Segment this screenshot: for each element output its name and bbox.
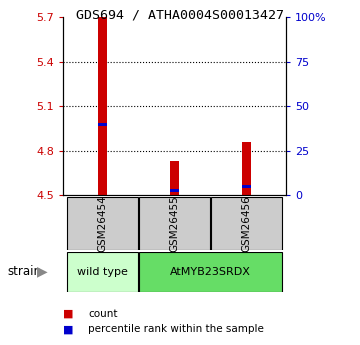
Text: ▶: ▶ [37,265,48,279]
Text: ■: ■ [63,309,73,319]
Bar [242,142,251,195]
Text: ■: ■ [63,325,73,334]
Bar [139,197,210,250]
Bar [67,252,138,292]
Text: percentile rank within the sample: percentile rank within the sample [88,325,264,334]
Text: strain: strain [8,265,42,278]
Text: GDS694 / ATHA0004S00013427: GDS694 / ATHA0004S00013427 [76,9,284,22]
Bar [98,17,107,195]
Bar [98,123,107,126]
Bar [242,186,251,188]
Text: count: count [88,309,118,319]
Text: GSM26454: GSM26454 [98,195,108,252]
Text: GSM26456: GSM26456 [242,195,252,252]
Bar [170,189,179,192]
Bar [211,197,282,250]
Bar [67,197,138,250]
Bar [139,252,282,292]
Text: AtMYB23SRDX: AtMYB23SRDX [170,267,251,277]
Text: GSM26455: GSM26455 [170,195,180,252]
Bar [170,161,179,195]
Text: wild type: wild type [77,267,128,277]
